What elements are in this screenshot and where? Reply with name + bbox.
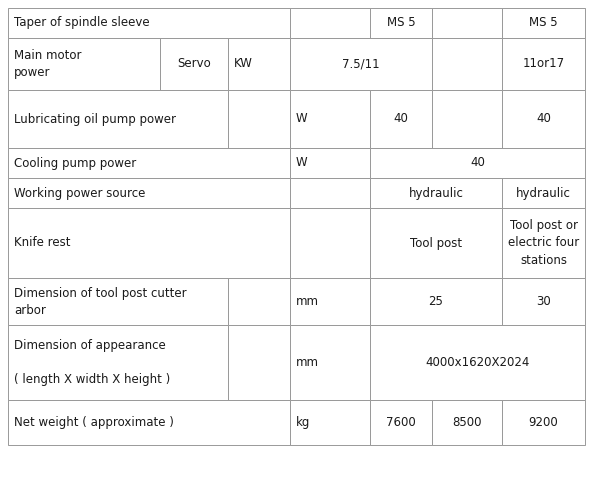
Bar (502, 38, 585, 90)
Text: Cooling pump power: Cooling pump power (14, 156, 136, 170)
Text: mm: mm (296, 356, 319, 369)
Bar (290, 90, 370, 148)
Text: W: W (296, 156, 308, 170)
Bar (370, 178, 502, 208)
Bar (290, 178, 370, 208)
Bar (502, 90, 585, 148)
Bar (8, 90, 228, 148)
Text: MS 5: MS 5 (529, 17, 558, 30)
Bar (502, 178, 585, 208)
Text: 11or17: 11or17 (522, 57, 565, 70)
Text: mm: mm (296, 295, 319, 308)
Bar (290, 38, 432, 90)
Bar (432, 400, 502, 445)
Text: 8500: 8500 (452, 416, 482, 429)
Bar (290, 400, 370, 445)
Text: 40: 40 (470, 156, 485, 170)
Bar (370, 148, 585, 178)
Text: Lubricating oil pump power: Lubricating oil pump power (14, 112, 176, 125)
Bar (8, 148, 290, 178)
Text: Dimension of appearance

( length X width X height ): Dimension of appearance ( length X width… (14, 339, 170, 386)
Text: Servo: Servo (177, 57, 211, 70)
Text: 4000x1620X2024: 4000x1620X2024 (425, 356, 530, 369)
Bar (8, 208, 290, 278)
Text: W: W (296, 112, 308, 125)
Text: KW: KW (234, 57, 253, 70)
Text: 40: 40 (394, 112, 409, 125)
Text: 30: 30 (536, 295, 551, 308)
Bar (228, 90, 290, 148)
Bar (370, 90, 432, 148)
Text: kg: kg (296, 416, 310, 429)
Bar (228, 38, 290, 90)
Bar (8, 178, 290, 208)
Text: Tool post or
electric four
stations: Tool post or electric four stations (508, 220, 579, 266)
Text: Dimension of tool post cutter
arbor: Dimension of tool post cutter arbor (14, 287, 187, 316)
Bar (502, 208, 585, 278)
Text: Main motor
power: Main motor power (14, 49, 81, 79)
Bar (370, 8, 432, 38)
Bar (8, 8, 290, 38)
Bar (290, 278, 370, 325)
Bar (502, 400, 585, 445)
Bar (8, 400, 290, 445)
Text: Knife rest: Knife rest (14, 237, 71, 249)
Bar (228, 278, 290, 325)
Text: 7.5/11: 7.5/11 (342, 57, 380, 70)
Bar (502, 278, 585, 325)
Bar (290, 325, 370, 400)
Bar (432, 8, 502, 38)
Bar (290, 148, 370, 178)
Text: hydraulic: hydraulic (409, 187, 464, 199)
Bar (432, 38, 502, 90)
Bar (370, 400, 432, 445)
Text: hydraulic: hydraulic (516, 187, 571, 199)
Text: MS 5: MS 5 (387, 17, 415, 30)
Bar (228, 325, 290, 400)
Bar (432, 90, 502, 148)
Text: 40: 40 (536, 112, 551, 125)
Text: Taper of spindle sleeve: Taper of spindle sleeve (14, 17, 149, 30)
Bar (502, 8, 585, 38)
Text: 25: 25 (429, 295, 444, 308)
Text: 9200: 9200 (528, 416, 559, 429)
Text: Working power source: Working power source (14, 187, 145, 199)
Bar (8, 325, 228, 400)
Text: Tool post: Tool post (410, 237, 462, 249)
Bar (370, 325, 585, 400)
Text: Net weight ( approximate ): Net weight ( approximate ) (14, 416, 174, 429)
Bar (8, 38, 160, 90)
Bar (160, 38, 228, 90)
Bar (370, 208, 502, 278)
Text: 7600: 7600 (386, 416, 416, 429)
Bar (290, 208, 370, 278)
Bar (8, 278, 228, 325)
Bar (370, 278, 502, 325)
Bar (290, 8, 370, 38)
